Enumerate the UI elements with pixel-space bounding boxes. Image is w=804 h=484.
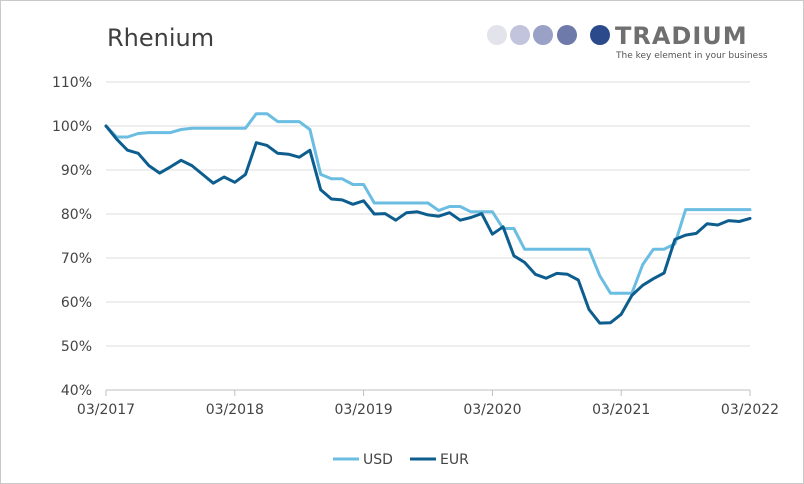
series-lines <box>104 112 752 325</box>
chart-title: Rhenium <box>107 24 214 52</box>
brand-name: TRADIUM <box>615 22 748 50</box>
gridlines <box>106 81 750 347</box>
logo-dot-2 <box>510 25 530 45</box>
y-tick-label: 40% <box>61 383 92 399</box>
y-tick-label: 70% <box>61 251 92 267</box>
y-tick-label: 80% <box>61 207 92 223</box>
y-axis-ticks: 40% 50% 60% 70% 80% 90% 100% 110% <box>52 75 92 399</box>
x-tick-label: 03/2020 <box>463 402 521 418</box>
x-axis: 03/2017 03/2018 03/2019 03/2020 03/2021 03/20… <box>77 389 779 418</box>
x-tick-label: 03/2021 <box>592 402 650 418</box>
y-tick-label: 90% <box>61 163 92 179</box>
series-line-usd <box>104 112 752 295</box>
logo-dot-main <box>590 25 610 45</box>
x-tick-label: 03/2019 <box>335 402 393 418</box>
legend-label-usd: USD <box>363 452 393 468</box>
x-tick-label: 03/2018 <box>206 402 264 418</box>
y-tick-label: 100% <box>52 119 92 135</box>
y-tick-label: 110% <box>52 75 92 91</box>
y-tick-label: 60% <box>61 295 92 311</box>
legend: USD EUR <box>333 452 469 468</box>
logo-dot-3 <box>533 25 553 45</box>
brand-logo: TRADIUM The key element in your business <box>487 22 768 61</box>
logo-dot-1 <box>487 25 507 45</box>
x-tick-label: 03/2022 <box>721 402 779 418</box>
y-tick-label: 50% <box>61 339 92 355</box>
x-tick-label: 03/2017 <box>77 402 135 418</box>
legend-label-eur: EUR <box>440 452 469 468</box>
logo-dot-4 <box>557 25 577 45</box>
series-line-eur <box>104 124 752 325</box>
brand-tagline: The key element in your business <box>615 51 768 61</box>
